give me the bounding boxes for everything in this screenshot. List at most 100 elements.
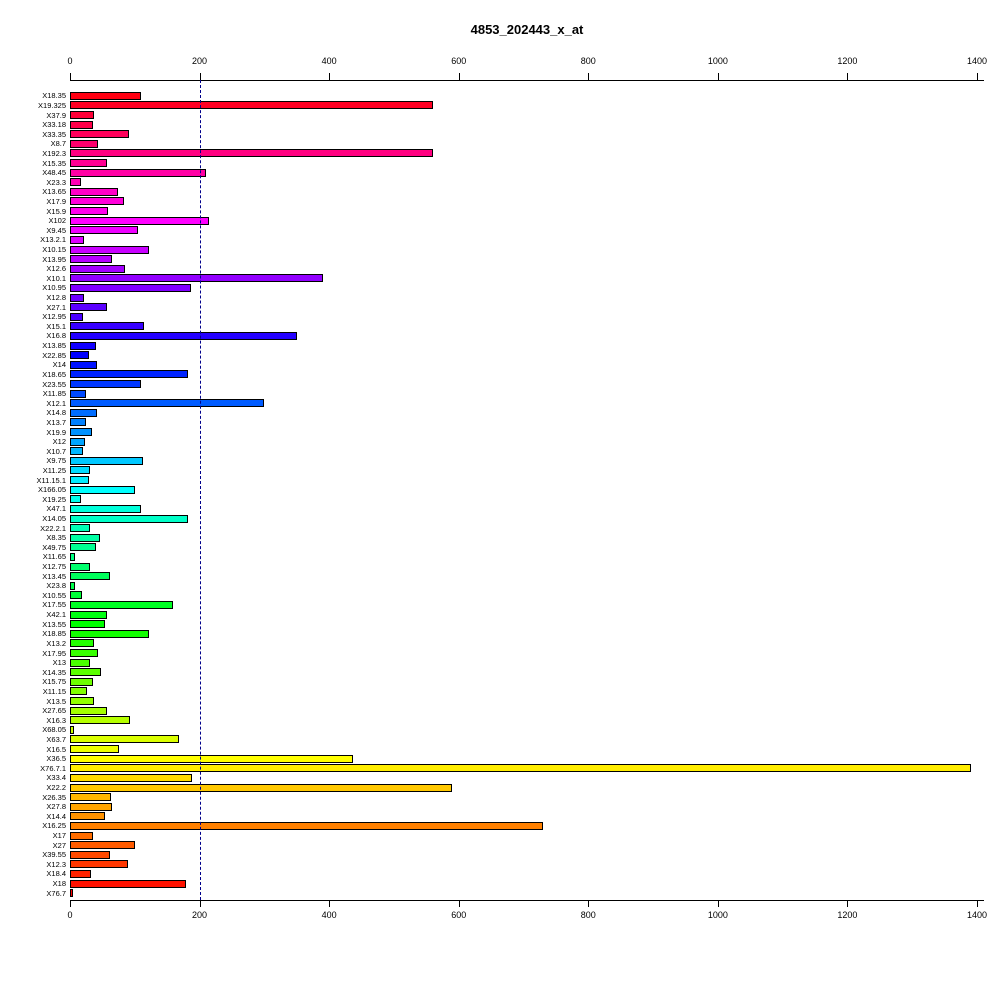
category-label: X8.7 <box>50 139 66 149</box>
bar <box>70 591 83 600</box>
bar <box>70 869 91 878</box>
x-tick-top <box>329 73 331 80</box>
bar <box>70 485 135 494</box>
x-tick-bottom <box>977 900 978 907</box>
category-label: X13.5 <box>46 696 66 706</box>
category-label: X9.45 <box>46 225 66 235</box>
category-label: X48.45 <box>42 168 66 178</box>
chart-title: 4853_202443_x_at <box>470 22 584 37</box>
bar <box>70 466 91 475</box>
bar <box>70 351 89 360</box>
bar <box>70 428 93 437</box>
x-tick-label-bottom: 200 <box>192 910 208 920</box>
category-label: X12.8 <box>46 293 66 303</box>
bar <box>70 283 192 292</box>
x-tick-top <box>847 73 849 80</box>
bar <box>70 600 173 609</box>
x-tick-top <box>70 73 71 80</box>
bar <box>70 476 89 485</box>
category-label: X192.3 <box>42 148 66 158</box>
x-tick-top <box>977 73 978 80</box>
bar <box>70 130 129 139</box>
category-label: X102 <box>48 216 66 226</box>
category-label: X14.35 <box>42 667 66 677</box>
category-label: X13.45 <box>42 571 66 581</box>
category-label: X39.55 <box>42 850 66 860</box>
bar <box>70 793 111 802</box>
category-label: X16.8 <box>46 331 66 341</box>
category-label: X12.1 <box>46 398 66 408</box>
bar <box>70 572 111 581</box>
category-label: X12.75 <box>42 562 66 572</box>
bar <box>70 178 81 187</box>
category-label: X47.1 <box>46 504 66 514</box>
category-label: X17.95 <box>42 648 66 658</box>
category-label: X26.35 <box>42 792 66 802</box>
category-label: X13 <box>52 658 66 668</box>
category-label: X37.9 <box>46 110 66 120</box>
bar <box>70 562 91 571</box>
bar <box>70 91 142 100</box>
reference-line <box>199 80 201 900</box>
x-tick-label-top: 600 <box>451 56 467 66</box>
category-label: X10.15 <box>42 245 66 254</box>
bar <box>70 533 100 542</box>
bar <box>70 764 971 773</box>
category-label: X11.85 <box>42 389 66 399</box>
category-label: X166.05 <box>38 485 66 495</box>
bar <box>70 658 91 667</box>
bar <box>70 773 192 782</box>
bar <box>70 111 94 119</box>
bar <box>70 437 85 446</box>
category-label: X23.3 <box>46 177 66 187</box>
category-label: X13.95 <box>42 254 66 264</box>
x-tick-label-top: 400 <box>321 56 337 66</box>
category-label: X33.35 <box>42 129 66 139</box>
category-label: X18.35 <box>42 91 66 101</box>
category-label: X22.85 <box>42 350 66 360</box>
bar <box>70 274 323 283</box>
bar <box>70 226 139 235</box>
bar <box>70 504 142 513</box>
bar <box>70 687 87 696</box>
bar <box>70 821 543 830</box>
x-tick-top <box>199 73 201 80</box>
x-tick-label-bottom: 600 <box>451 910 467 920</box>
x-tick-top <box>458 73 460 80</box>
bar <box>70 841 135 850</box>
bar <box>70 831 93 840</box>
bar <box>70 802 113 811</box>
x-tick-bottom <box>847 900 849 907</box>
bar <box>70 812 105 821</box>
bar <box>70 264 126 273</box>
bar <box>70 668 102 677</box>
category-label: X36.5 <box>46 754 66 764</box>
x-tick-label-bottom: 1400 <box>966 910 988 920</box>
bar <box>70 735 179 744</box>
bar <box>70 456 144 465</box>
category-label: X12.6 <box>46 264 66 274</box>
bar <box>70 101 433 110</box>
x-tick-label-top: 1400 <box>966 56 988 66</box>
category-label: X16.5 <box>46 744 66 754</box>
x-tick-bottom <box>199 900 201 907</box>
category-label: X13.2.1 <box>40 235 66 245</box>
bar <box>70 380 142 388</box>
x-tick-label-bottom: 1000 <box>707 910 728 920</box>
bar <box>70 312 83 321</box>
category-label: X23.55 <box>42 379 66 389</box>
category-label: X19.9 <box>46 427 66 437</box>
category-label: X18 <box>52 879 66 889</box>
bar <box>70 610 107 619</box>
bar <box>70 514 188 523</box>
category-label: X11.65 <box>42 552 66 562</box>
x-tick-top <box>717 73 719 80</box>
category-label: X10.7 <box>46 446 66 456</box>
bar <box>70 389 87 398</box>
bar <box>70 255 113 264</box>
category-label: X17.55 <box>42 600 66 610</box>
category-label: X14 <box>52 360 66 370</box>
bar <box>70 399 265 408</box>
category-label: X49.75 <box>42 542 66 552</box>
